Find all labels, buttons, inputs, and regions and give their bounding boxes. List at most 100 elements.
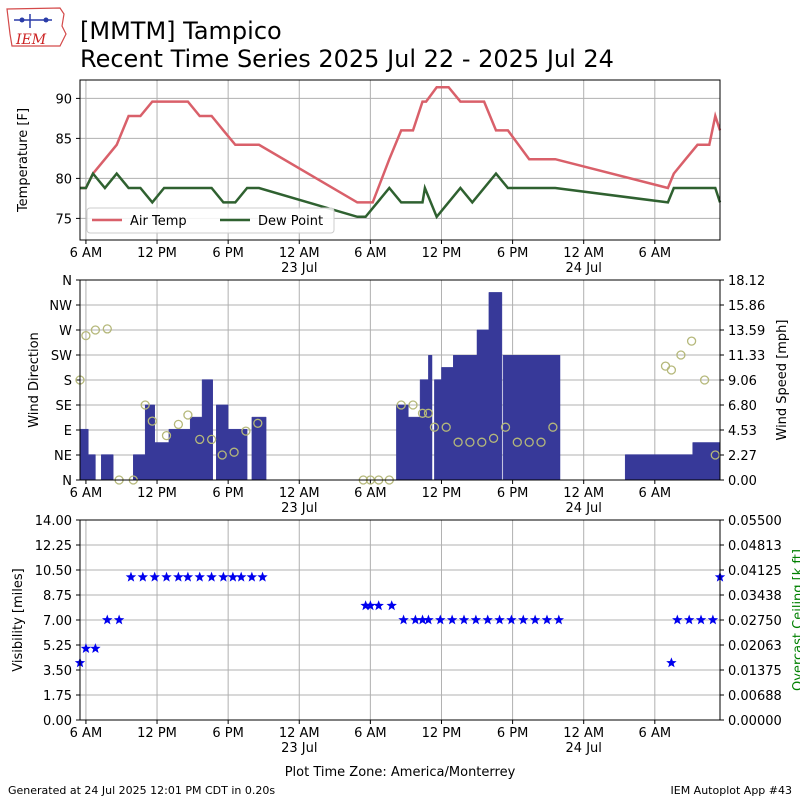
ceiling-tick: 0.02750: [728, 614, 782, 629]
wind-direction-marker: [195, 434, 205, 445]
x-tick-label: 6 PM: [497, 246, 528, 261]
x-tick-label: 12 PM: [422, 726, 462, 741]
visibility-marker: [218, 571, 229, 582]
visibility-marker: [482, 614, 493, 625]
series-line-air-temp: [80, 85, 722, 204]
x-tick-label: 6 AM: [70, 246, 103, 261]
visibility-marker: [236, 571, 247, 582]
wind-speed-tick: 9.06: [728, 374, 757, 389]
visibility-marker: [666, 657, 677, 668]
visibility-tick: 3.50: [43, 664, 72, 679]
visibility-tick: 12.25: [35, 539, 72, 554]
legend-entry: Dew Point: [258, 214, 323, 229]
visibility-marker: [182, 571, 194, 582]
visibility-tick: 10.50: [35, 564, 72, 579]
wind-direction-marker: [241, 426, 251, 436]
visibility-tick: 5.25: [43, 639, 72, 654]
wind-speed-tick: 6.80: [728, 399, 757, 414]
wind-direction-marker: [465, 437, 475, 447]
x-tick-label: 12 PM: [422, 246, 462, 261]
visibility-marker: [695, 614, 707, 625]
x-tick-label: 6 AM: [70, 726, 103, 741]
wind-direction-marker: [524, 437, 534, 447]
x-tick-label: 12 PM: [422, 486, 462, 501]
wind-direction-tick: N: [62, 274, 72, 289]
visibility-marker: [410, 614, 421, 625]
chart-title-line1: [MMTM] Tampico: [80, 17, 282, 45]
visibility-marker: [707, 614, 719, 625]
wind-direction-marker: [147, 416, 157, 426]
visibility-marker: [446, 614, 458, 625]
wind-direction-marker: [666, 365, 677, 375]
wind-speed-tick: 2.27: [728, 449, 757, 464]
wind-direction-tick: SE: [56, 399, 72, 414]
visibility-tick: 0.00: [43, 714, 72, 729]
timezone-label: Plot Time Zone: America/Monterrey: [285, 765, 516, 780]
wind-direction-tick: E: [64, 424, 72, 439]
wind-direction-marker: [429, 422, 440, 432]
x-tick-label: 6 AM: [354, 726, 387, 741]
visibility-marker: [672, 614, 683, 625]
visibility-marker: [257, 571, 268, 582]
ceiling-tick: 0.02063: [728, 639, 782, 654]
x-tick-sublabel: 24 Jul: [566, 501, 602, 516]
series-line-dew-point: [80, 171, 722, 220]
wind-direction-marker: [140, 400, 150, 410]
visibility-marker: [494, 614, 505, 625]
visibility-marker: [458, 614, 470, 625]
x-tick-label: 6 AM: [70, 486, 103, 501]
temperature-axis-label: Temperature [F]: [16, 108, 31, 213]
x-tick-sublabel: 24 Jul: [566, 741, 602, 756]
x-tick-label: 6 PM: [497, 726, 528, 741]
wind-direction-marker: [408, 400, 418, 410]
y-tick-label: 85: [55, 132, 72, 147]
wind-direction-marker: [183, 410, 193, 420]
wind-direction-marker: [417, 408, 428, 418]
ceiling-tick: 0.03438: [728, 589, 782, 604]
wind-direction-marker: [548, 422, 558, 432]
x-tick-label: 6 AM: [354, 246, 387, 261]
x-tick-label: 12 PM: [137, 486, 177, 501]
visibility-marker: [435, 614, 446, 625]
wind-direction-marker: [686, 336, 697, 346]
wind-direction-marker: [477, 437, 487, 447]
visibility-marker: [386, 600, 397, 611]
wind-direction-marker: [699, 375, 710, 385]
visibility-marker: [529, 614, 541, 625]
wind-direction-marker: [500, 422, 511, 432]
wind-direction-marker: [396, 400, 406, 410]
panel-frame: [79, 519, 721, 721]
visibility-panel: 0.00 0.00000 1.75 0.00688 3.50 0.01375 5.25 0.0…: [35, 514, 782, 756]
wind-direction-marker: [102, 324, 112, 334]
wind-direction-marker: [423, 408, 434, 418]
x-tick-label: 6 PM: [212, 486, 243, 501]
x-tick-sublabel: 23 Jul: [281, 501, 317, 516]
ceiling-tick: 0.00000: [728, 714, 782, 729]
wind-direction-tick: W: [59, 324, 72, 339]
wind-direction-marker: [453, 437, 463, 447]
y-tick-label: 90: [55, 92, 72, 107]
x-tick-label: 12 PM: [137, 726, 177, 741]
wind-direction-tick: N: [62, 474, 72, 489]
x-tick-label: 6 PM: [212, 246, 243, 261]
visibility-marker: [246, 571, 258, 582]
wind-speed-axis-label: Wind Speed [mph]: [775, 320, 790, 441]
x-tick-label: 12 AM: [563, 486, 604, 501]
ceiling-tick: 0.05500: [728, 514, 782, 529]
x-tick-label: 6 AM: [639, 246, 672, 261]
wind-direction-axis-label: Wind Direction: [27, 332, 42, 428]
visibility-marker: [90, 643, 101, 653]
wind-direction-marker: [81, 330, 91, 341]
wind-direction-marker: [441, 422, 451, 432]
x-tick-sublabel: 23 Jul: [281, 261, 317, 276]
wind-direction-marker: [710, 450, 720, 460]
visibility-marker: [206, 571, 217, 582]
visibility-tick: 14.00: [35, 514, 72, 529]
y-tick-label: 75: [55, 212, 72, 227]
visibility-marker: [553, 614, 564, 625]
ceiling-tick: 0.04125: [728, 564, 782, 579]
x-tick-sublabel: 23 Jul: [281, 741, 317, 756]
visibility-tick: 1.75: [43, 689, 72, 704]
wind-direction-marker: [173, 419, 184, 430]
visibility-marker: [518, 614, 529, 625]
